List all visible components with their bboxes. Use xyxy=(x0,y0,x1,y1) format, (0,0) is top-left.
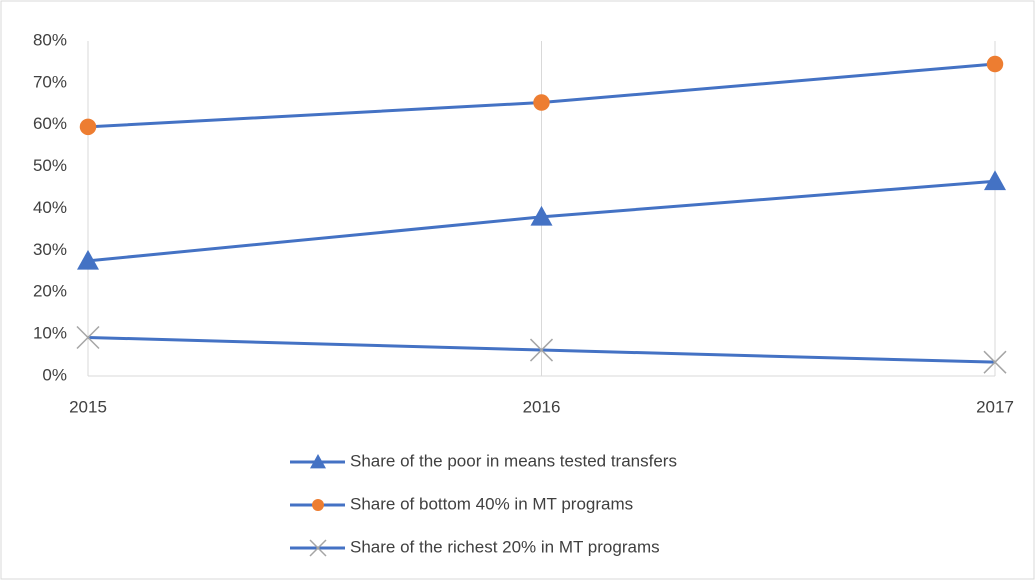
y-tick-label: 80% xyxy=(33,30,67,49)
marker xyxy=(76,325,100,350)
y-tick-label: 20% xyxy=(33,282,67,301)
legend-label: Share of the richest 20% in MT programs xyxy=(350,537,660,556)
marker xyxy=(986,55,1004,73)
marker xyxy=(530,205,553,226)
x-tick-label: 2016 xyxy=(523,397,561,416)
marker xyxy=(533,94,550,111)
legend-label: Share of bottom 40% in MT programs xyxy=(350,494,633,513)
marker xyxy=(983,350,1007,374)
x-tick-label: 2017 xyxy=(976,397,1014,416)
y-tick-label: 30% xyxy=(33,240,67,259)
x-tick-label: 2015 xyxy=(69,397,107,416)
y-tick-label: 0% xyxy=(42,365,67,384)
marker xyxy=(984,170,1006,191)
y-tick-label: 50% xyxy=(33,156,67,175)
legend-marker xyxy=(309,539,327,557)
marker xyxy=(529,338,554,362)
y-tick-label: 10% xyxy=(33,324,67,343)
legend-marker xyxy=(312,499,324,511)
marker xyxy=(79,118,97,136)
y-tick-label: 40% xyxy=(33,198,67,217)
y-tick-label: 70% xyxy=(33,72,67,91)
marker xyxy=(77,249,99,270)
legend-label: Share of the poor in means tested transf… xyxy=(350,451,677,470)
y-tick-label: 60% xyxy=(33,114,67,133)
legend-marker xyxy=(310,454,326,469)
